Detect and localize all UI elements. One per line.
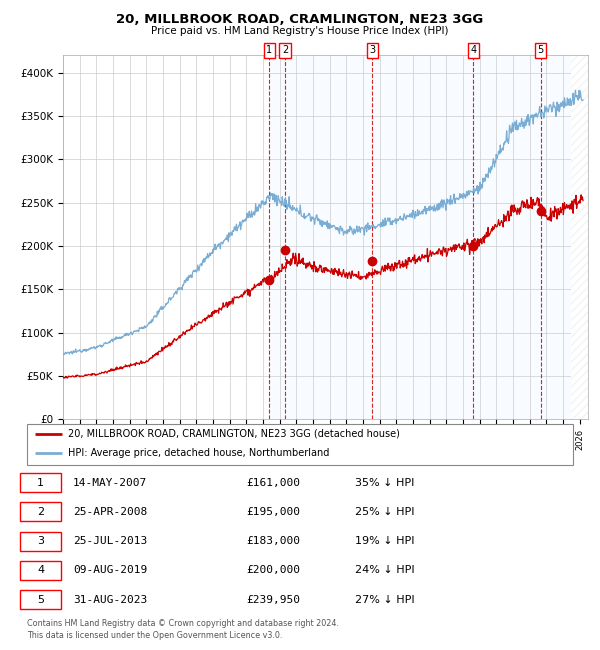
Text: 19% ↓ HPI: 19% ↓ HPI [355, 536, 414, 546]
Text: 4: 4 [37, 566, 44, 575]
Text: 5: 5 [37, 595, 44, 604]
Text: 24% ↓ HPI: 24% ↓ HPI [355, 566, 414, 575]
Text: Price paid vs. HM Land Registry's House Price Index (HPI): Price paid vs. HM Land Registry's House … [151, 26, 449, 36]
Text: £161,000: £161,000 [246, 478, 300, 488]
Text: 25% ↓ HPI: 25% ↓ HPI [355, 507, 414, 517]
FancyBboxPatch shape [20, 532, 61, 551]
Text: HPI: Average price, detached house, Northumberland: HPI: Average price, detached house, Nort… [68, 448, 329, 458]
Bar [571, 55, 588, 419]
Text: 20, MILLBROOK ROAD, CRAMLINGTON, NE23 3GG: 20, MILLBROOK ROAD, CRAMLINGTON, NE23 3G… [116, 13, 484, 26]
Text: 3: 3 [370, 46, 376, 55]
Text: 20, MILLBROOK ROAD, CRAMLINGTON, NE23 3GG (detached house): 20, MILLBROOK ROAD, CRAMLINGTON, NE23 3G… [68, 429, 400, 439]
Text: 1: 1 [37, 478, 44, 488]
Text: 35% ↓ HPI: 35% ↓ HPI [355, 478, 414, 488]
FancyBboxPatch shape [27, 424, 573, 465]
Text: 09-AUG-2019: 09-AUG-2019 [73, 566, 147, 575]
Text: 2: 2 [37, 507, 44, 517]
Text: 31-AUG-2023: 31-AUG-2023 [73, 595, 147, 604]
Text: 25-JUL-2013: 25-JUL-2013 [73, 536, 147, 546]
Text: 3: 3 [37, 536, 44, 546]
FancyBboxPatch shape [20, 473, 61, 492]
Text: 4: 4 [470, 46, 476, 55]
Text: £239,950: £239,950 [246, 595, 300, 604]
Text: £183,000: £183,000 [246, 536, 300, 546]
Text: This data is licensed under the Open Government Licence v3.0.: This data is licensed under the Open Gov… [27, 630, 283, 640]
Bar [571, 55, 588, 419]
Text: 27% ↓ HPI: 27% ↓ HPI [355, 595, 414, 604]
Text: 2: 2 [282, 46, 288, 55]
FancyBboxPatch shape [20, 561, 61, 580]
Text: £195,000: £195,000 [246, 507, 300, 517]
Text: 1: 1 [266, 46, 272, 55]
FancyBboxPatch shape [20, 590, 61, 609]
Text: 14-MAY-2007: 14-MAY-2007 [73, 478, 147, 488]
Text: £200,000: £200,000 [246, 566, 300, 575]
Text: 5: 5 [538, 46, 544, 55]
Text: 25-APR-2008: 25-APR-2008 [73, 507, 147, 517]
FancyBboxPatch shape [20, 502, 61, 521]
Bar [269, 55, 588, 419]
Text: Contains HM Land Registry data © Crown copyright and database right 2024.: Contains HM Land Registry data © Crown c… [27, 619, 339, 628]
